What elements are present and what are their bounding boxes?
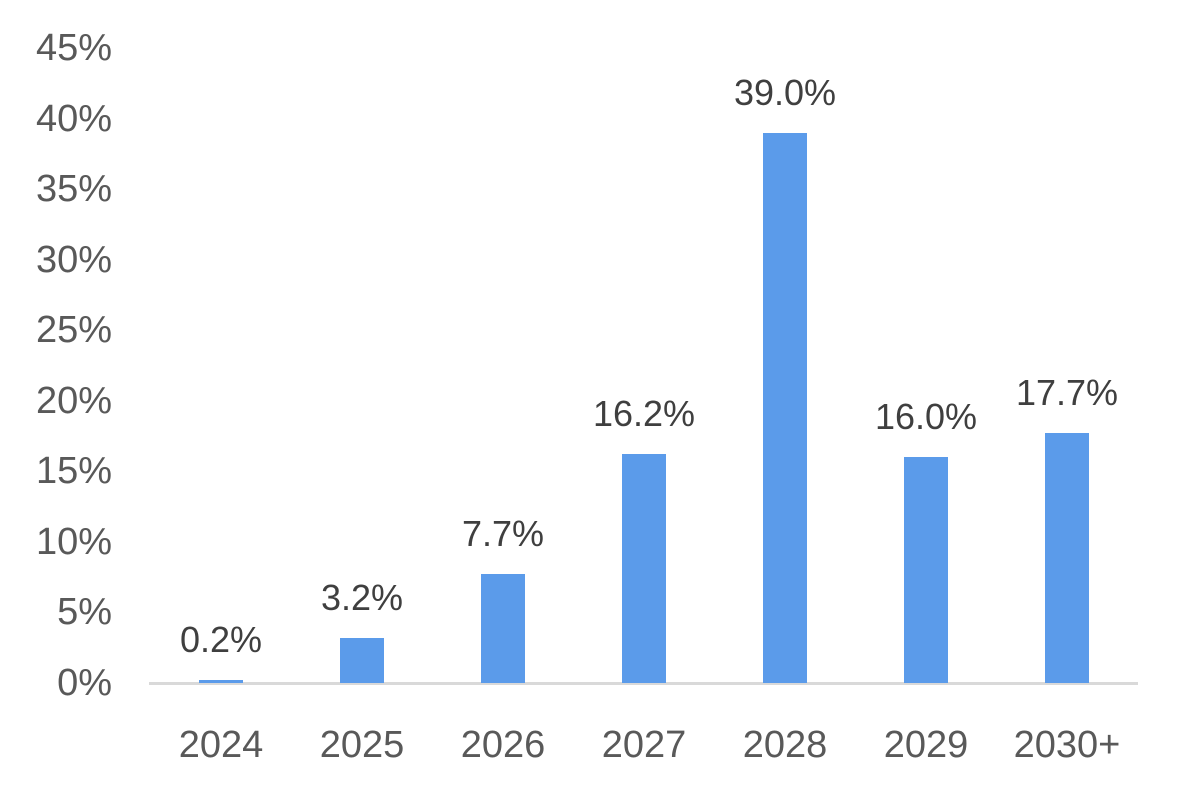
data-label-2025: 3.2%: [320, 577, 404, 618]
y-axis-tick-label-30pct: 30%: [35, 238, 112, 281]
bar-2029: [904, 457, 948, 683]
y-axis-tick-label-10pct: 10%: [35, 520, 112, 563]
x-axis-label-2024: 2024: [178, 724, 264, 766]
y-axis-tick-label-20pct: 20%: [35, 379, 112, 422]
x-axis-label-2030+: 2030+: [1013, 724, 1121, 766]
bar-2026: [481, 574, 525, 683]
x-axis-label-2028: 2028: [742, 724, 828, 766]
data-label-2026: 7.7%: [461, 513, 545, 554]
data-label-2029: 16.0%: [874, 396, 978, 437]
x-axis-line: [149, 682, 1138, 685]
x-axis-label-2029: 2029: [883, 724, 969, 766]
y-axis-tick-label-25pct: 25%: [35, 309, 112, 352]
x-axis-label-2027: 2027: [601, 724, 687, 766]
bar-2030+: [1045, 433, 1089, 683]
y-axis-tick-label-15pct: 15%: [35, 450, 112, 493]
bar-2028: [763, 133, 807, 683]
y-axis-tick-label-35pct: 35%: [35, 168, 112, 211]
data-label-2030+: 17.7%: [1015, 372, 1119, 413]
y-axis-tick-label-5pct: 5%: [57, 591, 112, 634]
x-axis-label-2025: 2025: [319, 724, 405, 766]
bar-2024: [199, 680, 243, 683]
y-axis-tick-label-40pct: 40%: [35, 97, 112, 140]
bar-2027: [622, 454, 666, 683]
y-axis-tick-label-45pct: 45%: [35, 27, 112, 69]
y-axis-tick-label-0pct: 0%: [57, 662, 112, 704]
x-axis-label-2026: 2026: [460, 724, 546, 766]
data-label-2024: 0.2%: [179, 619, 263, 660]
bar-2025: [340, 638, 384, 683]
data-label-2028: 39.0%: [733, 72, 837, 113]
data-label-2027: 16.2%: [592, 393, 696, 434]
